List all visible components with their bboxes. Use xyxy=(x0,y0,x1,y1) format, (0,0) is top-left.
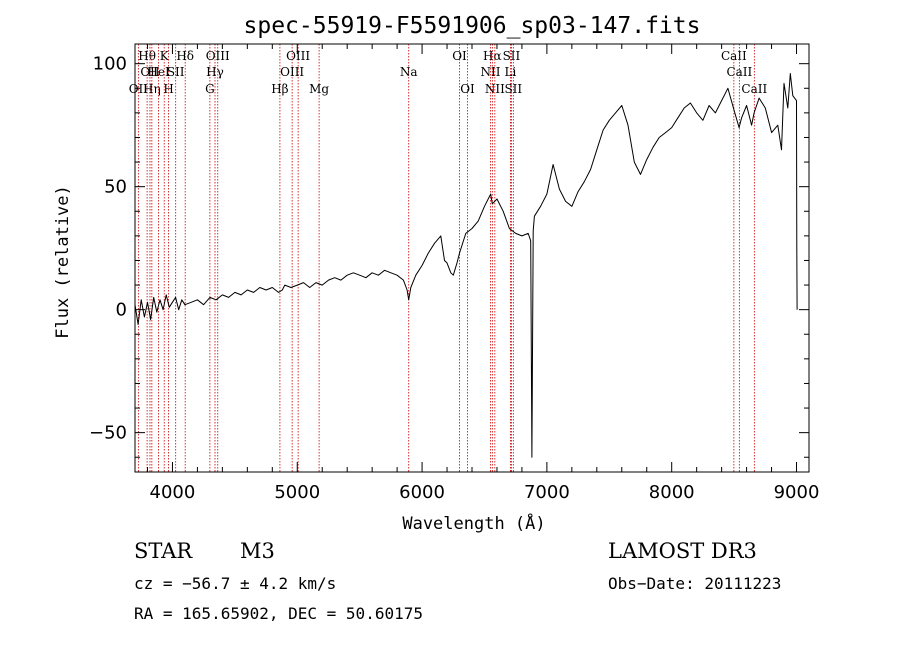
y-tick-label: 100 xyxy=(93,54,127,75)
coordinates-readout: RA = 165.65902, DEC = 50.60175 xyxy=(134,604,423,623)
x-tick-label: 4000 xyxy=(150,482,196,503)
x-axis-label: Wavelength (Å) xyxy=(402,512,545,534)
survey-name: LAMOST DR3 xyxy=(608,539,757,563)
reference-line-label: SII xyxy=(504,82,522,96)
ticks-layer: 4000 5000 6000 7000 8000 9000 −50 0 50 100 xyxy=(89,44,819,503)
object-subclass: M3 xyxy=(240,539,275,563)
x-tick-label: 8000 xyxy=(649,482,695,503)
y-axis-label: Flux (relative) xyxy=(53,185,73,339)
reference-line-label: OII xyxy=(140,65,160,79)
y-tick-label: 0 xyxy=(116,300,127,321)
reference-line-label: NII xyxy=(480,65,500,79)
chart-title: spec-55919-F5591906_sp03-147.fits xyxy=(244,13,701,39)
reference-line-label: Hγ xyxy=(206,65,224,79)
obs-date-readout: Obs−Date: 20111223 xyxy=(608,574,781,593)
reference-line-label: Li xyxy=(505,65,517,79)
x-tick-label: 5000 xyxy=(274,482,320,503)
reference-line-label: SII xyxy=(503,49,521,63)
reference-line-label: OIII xyxy=(286,49,310,63)
x-tick-label: 6000 xyxy=(399,482,445,503)
reference-line-label: Mg xyxy=(309,82,329,96)
reference-line-label: SII xyxy=(167,65,185,79)
reference-line-label: OII xyxy=(129,82,149,96)
reference-line-label: OIII xyxy=(280,65,304,79)
redshift-readout: cz = −56.7 ± 4.2 km/s xyxy=(134,574,336,593)
reference-line-label: OI xyxy=(460,82,475,96)
y-tick-label: −50 xyxy=(89,423,127,444)
y-tick-label: 50 xyxy=(104,177,127,198)
reference-line-label: OI xyxy=(452,49,467,63)
reference-line-label: CaII xyxy=(726,65,752,79)
reference-line-label: Hδ xyxy=(176,49,194,63)
reference-line-label: H xyxy=(163,82,173,96)
reference-lines-layer: OIIHθOIIHηHeIKHSIIHδGHγOIIIHβOIIIOIIIMgN… xyxy=(129,44,767,472)
reference-line-label: K xyxy=(160,49,170,63)
reference-line-label: OIII xyxy=(206,49,230,63)
reference-line-label: Na xyxy=(400,65,418,79)
reference-line-label: CaII xyxy=(741,82,767,96)
object-class: STAR xyxy=(134,539,193,563)
reference-line-label: NII xyxy=(485,82,505,96)
reference-line-label: CaII xyxy=(721,49,747,63)
reference-line-label: Hα xyxy=(483,49,502,63)
series-layer xyxy=(134,73,798,458)
reference-line-label: G xyxy=(205,82,215,96)
x-tick-label: 9000 xyxy=(774,482,820,503)
x-tick-label: 7000 xyxy=(524,482,570,503)
reference-line-label: Hη xyxy=(143,82,161,96)
reference-line-label: Hβ xyxy=(271,82,288,96)
spectrum-line xyxy=(134,73,798,458)
reference-line-label: Hθ xyxy=(138,49,156,63)
